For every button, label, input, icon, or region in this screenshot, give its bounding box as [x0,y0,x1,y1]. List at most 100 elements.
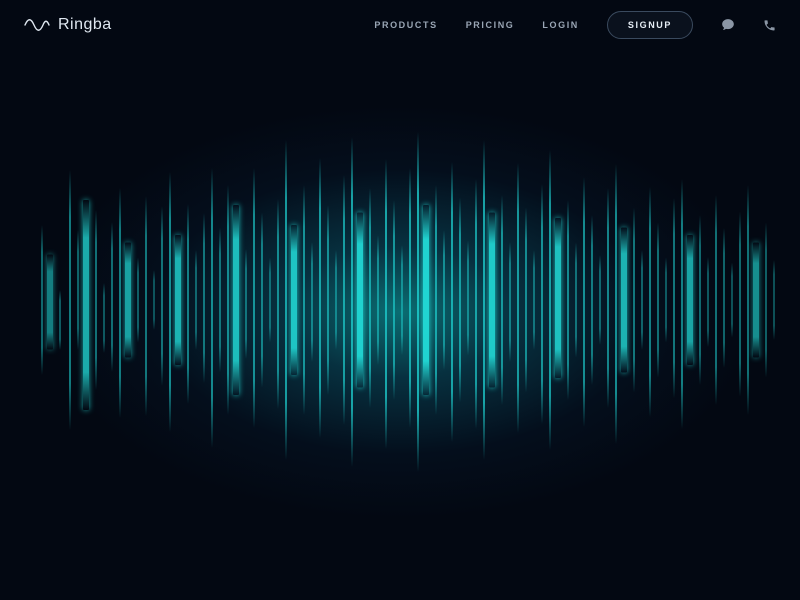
waveform-bar [125,243,131,358]
waveform-bar [451,162,453,442]
waveform-bar [509,242,511,362]
waveform-bar [633,208,635,393]
waveform-bar [649,187,651,417]
waveform-bar [409,168,411,428]
waveform-bar [245,249,247,359]
site-header: Ringba PRODUCTS PRICING LOGIN SIGNUP [0,0,800,50]
nav-products[interactable]: PRODUCTS [374,20,437,30]
nav-login[interactable]: LOGIN [542,20,579,30]
waveform-bar [211,168,213,448]
waveform-bar [351,137,353,467]
waveform-bar [753,243,759,358]
waveform-bar [253,168,255,428]
waveform-bar [327,205,329,395]
waveform-bar [47,255,53,350]
waveform-bar [687,235,693,365]
waveform-bar [715,195,717,405]
waveform-bar [203,213,205,383]
waveform-bar [615,164,617,444]
waveform-bar [555,218,561,378]
waveform-bar [467,241,469,356]
waveform-bar [583,177,585,427]
waveform-bar [233,205,239,395]
waveform-bar [665,258,667,343]
waveform-bar [357,213,363,388]
waveform-bar [195,250,197,350]
waveform-bar [435,185,437,415]
waveform-bar [673,198,675,398]
signup-button[interactable]: SIGNUP [607,11,693,39]
waveform-bar [385,159,387,449]
waveform-bar [393,200,395,400]
waveform-bar [699,215,701,385]
hero-waveform [0,0,800,600]
phone-icon[interactable] [763,19,776,32]
waveform-bar [723,228,725,368]
waveform-bar [285,140,287,460]
waveform-bar [475,179,477,429]
waveform-bar [153,270,155,330]
waveform-bar [145,196,147,416]
waveform-bar [489,213,495,388]
waveform-bar [137,258,139,343]
waveform-bar [765,223,767,378]
waveform-bar [517,163,519,433]
waveform-bar [41,225,43,375]
waveform-bar [119,188,121,418]
nav-pricing[interactable]: PRICING [466,20,515,30]
waveform-bar [69,170,71,430]
brand-logo[interactable]: Ringba [24,16,112,34]
waveform-bar [501,195,503,405]
waveform-bar [303,185,305,415]
waveform-bar [95,210,97,390]
waveform-bar [641,250,643,350]
waveform-bar [277,199,279,409]
brand-name: Ringba [58,16,112,34]
waveform-bar [269,258,271,343]
waveform-bar [747,185,749,415]
waveform-bar [681,179,683,429]
waveform-bar [103,283,105,353]
waveform-bar [417,132,419,472]
logo-mark-icon [24,16,50,34]
waveform-bar [377,235,379,365]
waveform-bar [291,225,297,375]
waveform-bar [175,235,181,365]
waveform-bar [533,250,535,350]
waveform-bar [111,222,113,372]
waveform-bar [607,188,609,408]
waveform-bar [423,205,429,395]
waveform-bar [343,175,345,425]
waveform-bar [567,200,569,400]
waveform-bar [657,223,659,378]
waveform-bar [773,260,775,340]
waveform-bars [0,0,800,600]
waveform-bar [599,255,601,345]
waveform-bar [187,204,189,404]
waveform-bar [621,228,627,373]
waveform-bar [401,245,403,355]
waveform-bar [575,243,577,358]
waveform-bar [459,198,461,403]
chat-icon[interactable] [721,18,735,32]
waveform-bar [549,150,551,450]
waveform-bar [483,140,485,460]
waveform-bar [227,185,229,415]
waveform-bar [319,158,321,438]
waveform-bar [739,212,741,397]
waveform-bar [707,257,709,347]
waveform-bar [369,188,371,408]
waveform-bar [591,215,593,385]
waveform-bar [219,228,221,373]
waveform-bar [83,200,89,410]
waveform-bar [161,206,163,386]
waveform-bar [335,250,337,350]
primary-nav: PRODUCTS PRICING LOGIN SIGNUP [374,11,776,39]
waveform-bar [77,230,79,350]
waveform-bar [541,184,543,424]
waveform-bar [525,208,527,393]
waveform-bar [311,242,313,362]
waveform-bar [261,213,263,388]
waveform-bar [443,230,445,370]
waveform-bar [731,263,733,338]
